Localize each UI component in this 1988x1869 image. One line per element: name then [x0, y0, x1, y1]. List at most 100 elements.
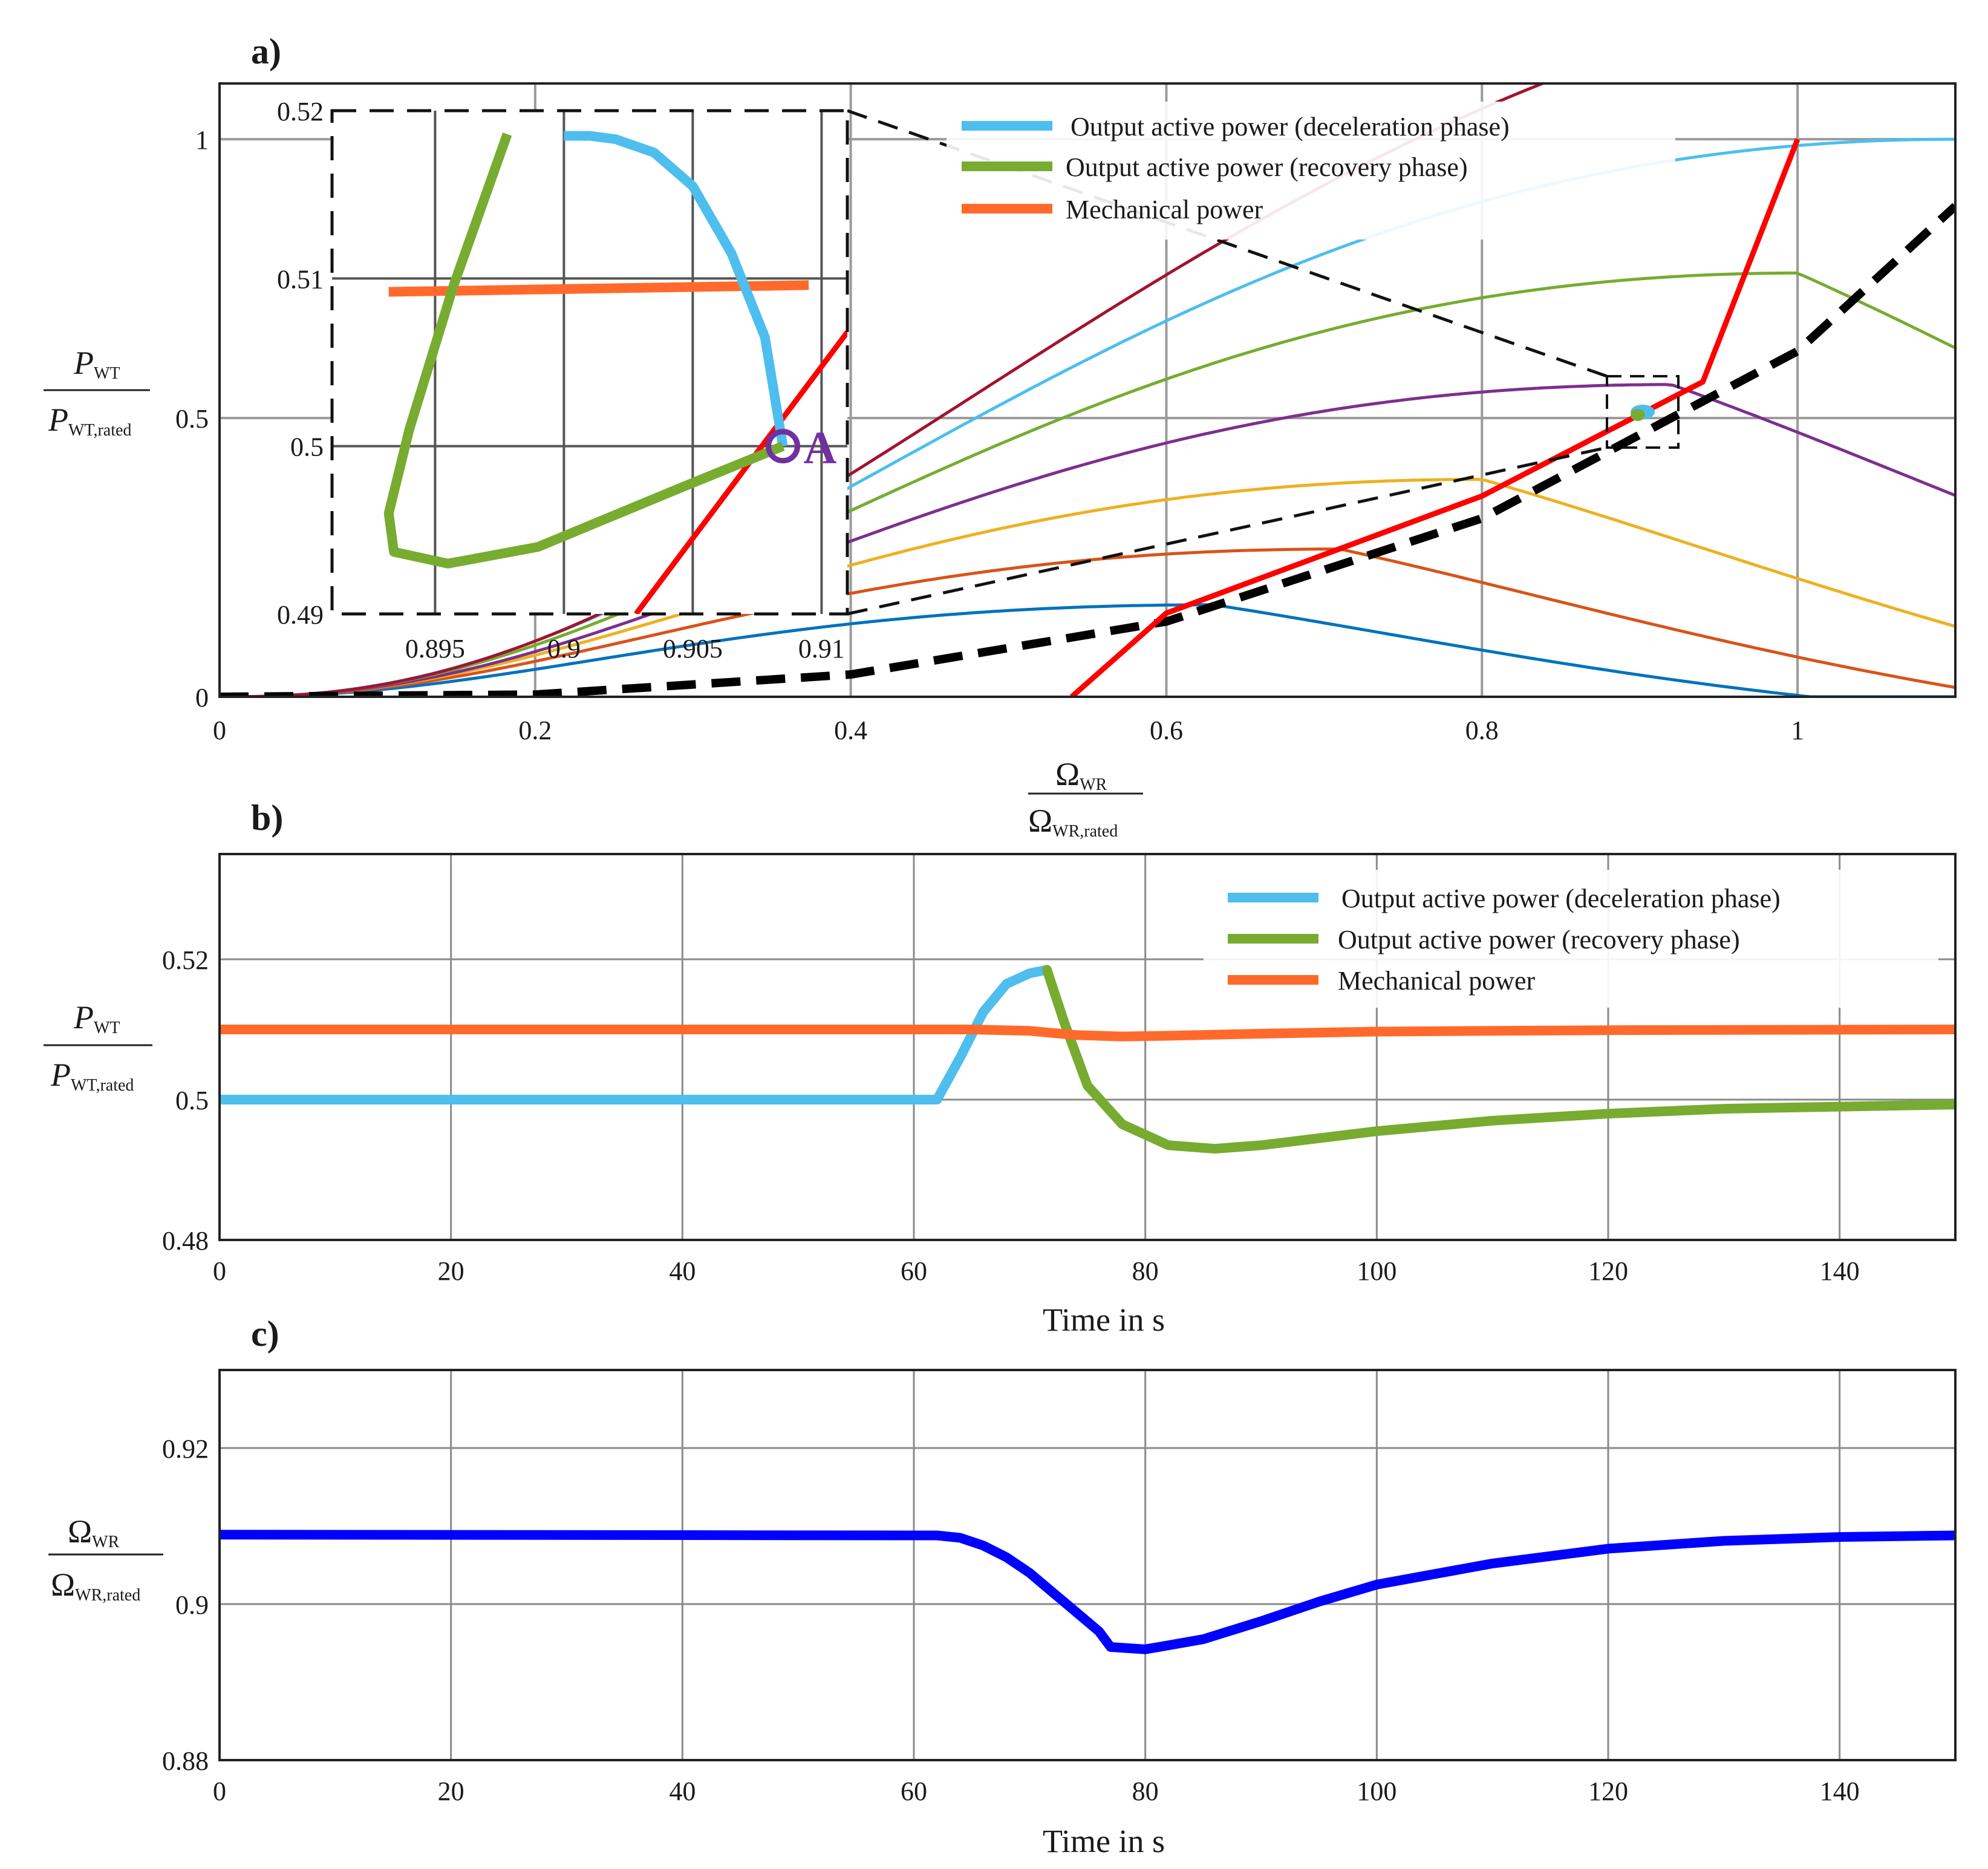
- panel-a-ylabel-numerator: PWT: [73, 345, 120, 383]
- panel-b-legend: Output active power (deceleration phase)…: [1204, 870, 1938, 1008]
- power-curve-v7: [220, 83, 1547, 697]
- inset-ticks: 0.895 0.9 0.905 0.91 0.49 0.5 0.51 0.52: [277, 97, 845, 664]
- power-curve-v4: [220, 383, 1955, 697]
- inset-curves: [383, 131, 847, 614]
- panel-c-frame: [218, 1369, 1957, 1761]
- panel-a-xtick-label: 0.8: [1465, 716, 1499, 745]
- operating-point-label: A: [804, 423, 837, 474]
- panel-c-xtick-label: 60: [901, 1776, 927, 1806]
- panel-c-xtick-label: 100: [1357, 1776, 1396, 1806]
- power-curve-v3: [220, 478, 1955, 697]
- panel-b-xtick-label: 100: [1357, 1256, 1396, 1286]
- inset-deceleration-trace: [564, 131, 788, 448]
- panel-c-curves: [220, 1530, 1955, 1654]
- control-curve: [1069, 138, 1801, 697]
- inset-recovery-trace: [383, 132, 785, 569]
- panel-c-xlabel: Time in s: [1043, 1823, 1165, 1859]
- panel-a-ytick-label: 0: [195, 683, 209, 713]
- panel-b-xtick-label: 40: [669, 1256, 696, 1286]
- panel-a-ticks: 0 0.2 0.4 0.6 0.8 100.51: [175, 125, 1804, 745]
- inset-xtick-label: 0.895: [405, 634, 465, 664]
- panel-b-ylabel-numerator: PWT: [73, 999, 120, 1037]
- panel-b-xtick-label: 120: [1588, 1256, 1628, 1286]
- power-curve-v1: [220, 603, 1955, 697]
- legend-a-label-recovery: Output active power (recovery phase): [1066, 152, 1468, 182]
- mpp-curve: [220, 203, 1955, 697]
- panel-c-grid: [220, 1370, 1955, 1760]
- panel-c-ticks: 0 20 40 60 80 100 120 140 0.88 0.9 0.92: [162, 1434, 1860, 1806]
- panel-b-xtick-label: 140: [1820, 1256, 1860, 1286]
- inset-frame: [330, 109, 849, 616]
- inset-control-curve: [634, 330, 847, 614]
- legend-b-label-mechanical: Mechanical power: [1338, 966, 1536, 996]
- panel-a-ylabel-denominator: PWT,rated: [48, 402, 131, 440]
- panel-c-xtick-label: 80: [1132, 1776, 1159, 1806]
- zoom-region-box: [1606, 375, 1680, 449]
- panel-b-ytick-label: 0.48: [162, 1226, 209, 1256]
- recovery-power-line: [1042, 965, 1955, 1154]
- panel-a-xtick-label: 1: [1791, 716, 1804, 745]
- panel-c-ytick-label: 0.92: [162, 1434, 209, 1464]
- legend-b-label-deceleration: Output active power (deceleration phase): [1341, 884, 1781, 913]
- panel-c-ylabel-denominator: ΩWR,rated: [51, 1567, 140, 1605]
- inset-xtick-label: 0.9: [547, 634, 581, 664]
- panel-b-ylabel: PWT PWT,rated: [44, 999, 152, 1095]
- panel-b-xtick-label: 60: [901, 1256, 927, 1286]
- panel-b-title: b): [251, 798, 283, 838]
- zoom-trace-recovery: [1631, 409, 1645, 421]
- panel-b: b) 0 20 40 60 80 100 120 140 0.48 0.5 0.52 Output …: [44, 798, 1957, 1338]
- inset-mechanical-power: [388, 280, 809, 297]
- panel-c-xtick-label: 140: [1820, 1776, 1860, 1806]
- panel-a-frame: [218, 82, 1957, 698]
- panel-a-xtick-label: 0: [213, 716, 226, 745]
- inset: 0.895 0.9 0.905 0.91 0.49 0.5 0.51 0.52 A: [277, 97, 849, 664]
- panel-a-title: a): [251, 31, 281, 71]
- inset-ytick-label: 0.51: [277, 264, 324, 294]
- panel-c-ylabel-numerator: ΩWR: [68, 1513, 120, 1551]
- panel-c-ytick-label: 0.88: [162, 1746, 209, 1776]
- panel-a-xlabel-denominator: ΩWR,rated: [1028, 803, 1118, 841]
- panel-c-xtick-label: 120: [1588, 1776, 1628, 1806]
- panel-c: c) 0 20 40 60 80 100 120 140 0.88 0.9 0.92 ΩWR ΩWR…: [48, 1314, 1957, 1859]
- panel-a-xtick-label: 0.4: [834, 716, 867, 745]
- panel-b-legend-box: [1204, 870, 1938, 1008]
- panel-c-ylabel: ΩWR ΩWR,rated: [48, 1513, 163, 1605]
- panel-b-xtick-label: 80: [1132, 1256, 1159, 1286]
- panel-b-ytick-label: 0.52: [162, 945, 209, 975]
- panel-b-ylabel-denominator: PWT,rated: [50, 1057, 134, 1095]
- panel-a-legend-box: [947, 102, 1675, 240]
- panel-b-frame: [218, 853, 1957, 1241]
- inset-xtick-label: 0.91: [798, 634, 845, 664]
- panel-b-ytick-label: 0.5: [175, 1086, 209, 1115]
- panel-b-ticks: 0 20 40 60 80 100 120 140 0.48 0.5 0.52: [162, 945, 1860, 1286]
- inset-ytick-label: 0.5: [290, 432, 324, 462]
- inset-ytick-label: 0.52: [277, 97, 324, 126]
- mechanical-power-line: [220, 1025, 1955, 1042]
- legend-a-label-deceleration: Output active power (deceleration phase): [1071, 112, 1510, 142]
- panel-c-ytick-label: 0.9: [175, 1590, 209, 1620]
- legend-b-label-recovery: Output active power (recovery phase): [1338, 925, 1740, 954]
- panel-c-xtick-label: 0: [213, 1776, 226, 1806]
- panel-c-xtick-label: 40: [669, 1776, 696, 1806]
- inset-xtick-label: 0.905: [663, 634, 723, 664]
- deceleration-power-line: [220, 965, 1052, 1104]
- panel-a-xlabel-numerator: ΩWR: [1055, 756, 1107, 794]
- panel-a-xlabel: ΩWR ΩWR,rated: [1028, 756, 1143, 841]
- legend-a-label-mechanical: Mechanical power: [1066, 195, 1263, 224]
- panel-c-xtick-label: 20: [438, 1776, 464, 1806]
- panel-a-ylabel: PWT PWT,rated: [44, 345, 150, 440]
- panel-a-ytick-label: 1: [195, 125, 209, 155]
- panel-a-ytick-label: 0.5: [175, 404, 209, 434]
- panel-a-xtick-label: 0.2: [518, 716, 552, 745]
- panel-b-xtick-label: 20: [438, 1256, 464, 1286]
- panel-b-curves: [220, 965, 1955, 1154]
- panel-b-xlabel: Time in s: [1043, 1302, 1165, 1338]
- panel-c-title: c): [251, 1314, 279, 1354]
- panel-a-legend: Output active power (deceleration phase)…: [947, 102, 1675, 240]
- inset-ytick-label: 0.49: [277, 600, 324, 630]
- power-curve-v5: [220, 271, 1955, 697]
- panel-b-xtick-label: 0: [213, 1256, 226, 1286]
- rotor-speed-line: [220, 1530, 1955, 1654]
- panel-a: a) 0 0.2 0.4 0.6 0.8 100.51 0.895 0.9 0.905 0.91…: [44, 31, 1957, 841]
